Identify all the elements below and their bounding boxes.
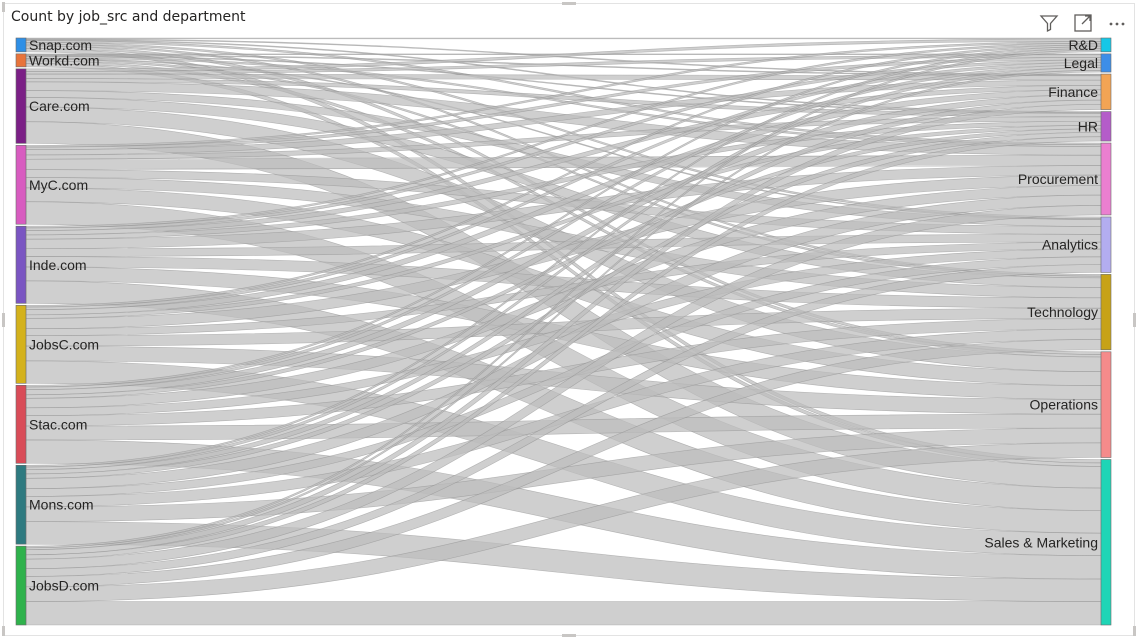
sankey-node-analytics[interactable] [1100,216,1112,273]
resize-handle-bottom-right[interactable] [1133,626,1136,636]
sankey-node-jobsd-com[interactable] [15,545,27,626]
focus-mode-icon[interactable] [1072,12,1094,34]
resize-handle-bottom-left[interactable] [2,626,5,636]
sankey-node-workd-com[interactable] [15,53,27,68]
resize-handle-top-left[interactable] [2,2,5,12]
sankey-link-Snap.com-R&D[interactable] [25,37,1102,40]
sankey-node-hr[interactable] [1100,111,1112,142]
sankey-node-label-analytics: Analytics [1042,237,1098,253]
sankey-node-legal[interactable] [1100,53,1112,73]
chart-title: Count by job_src and department [11,9,246,25]
sankey-node-myc-com[interactable] [15,145,27,225]
sankey-node-label-sales-marketing: Sales & Marketing [984,534,1098,550]
resize-handle-left[interactable] [2,313,5,327]
sankey-node-label-care-com: Care.com [29,98,90,114]
sankey-node-label-operations: Operations [1030,397,1098,413]
sankey-node-operations[interactable] [1100,351,1112,458]
sankey-node-procurement[interactable] [1100,142,1112,216]
sankey-node-stac-com[interactable] [15,385,27,464]
sankey-node-label-snap-com: Snap.com [29,37,92,53]
resize-handle-bottom[interactable] [562,634,576,637]
more-options-icon[interactable] [1106,12,1128,34]
sankey-node-r-d[interactable] [1100,37,1112,53]
resize-handle-right[interactable] [1133,313,1136,327]
sankey-node-label-workd-com: Workd.com [29,52,100,68]
sankey-node-snap-com[interactable] [15,37,27,53]
sankey-node-label-inde-com: Inde.com [29,257,87,273]
sankey-node-label-jobsc-com: JobsC.com [29,336,99,352]
resize-handle-top[interactable] [562,2,576,5]
sankey-link-JobsD.com-Sales & Marketing[interactable] [25,601,1102,626]
sankey-node-technology[interactable] [1100,274,1112,351]
sankey-node-label-r-d: R&D [1068,37,1098,53]
sankey-node-sales-marketing[interactable] [1100,459,1112,626]
sankey-node-care-com[interactable] [15,68,27,144]
sankey-links [25,37,1102,626]
sankey-node-label-stac-com: Stac.com [29,416,87,432]
sankey-node-label-technology: Technology [1027,304,1098,320]
sankey-node-label-myc-com: MyC.com [29,177,88,193]
sankey-node-label-legal: Legal [1064,55,1098,71]
sankey-node-inde-com[interactable] [15,225,27,304]
filter-icon[interactable] [1038,12,1060,34]
sankey-node-finance[interactable] [1100,73,1112,110]
sankey-node-mons-com[interactable] [15,465,27,545]
sankey-node-label-finance: Finance [1048,84,1098,100]
visual-header-icons [1038,12,1128,34]
sankey-node-label-procurement: Procurement [1018,171,1098,187]
sankey-node-jobsc-com[interactable] [15,305,27,384]
sankey-node-label-hr: HR [1078,118,1098,134]
sankey-node-label-mons-com: Mons.com [29,497,94,513]
sankey-node-label-jobsd-com: JobsD.com [29,578,99,594]
